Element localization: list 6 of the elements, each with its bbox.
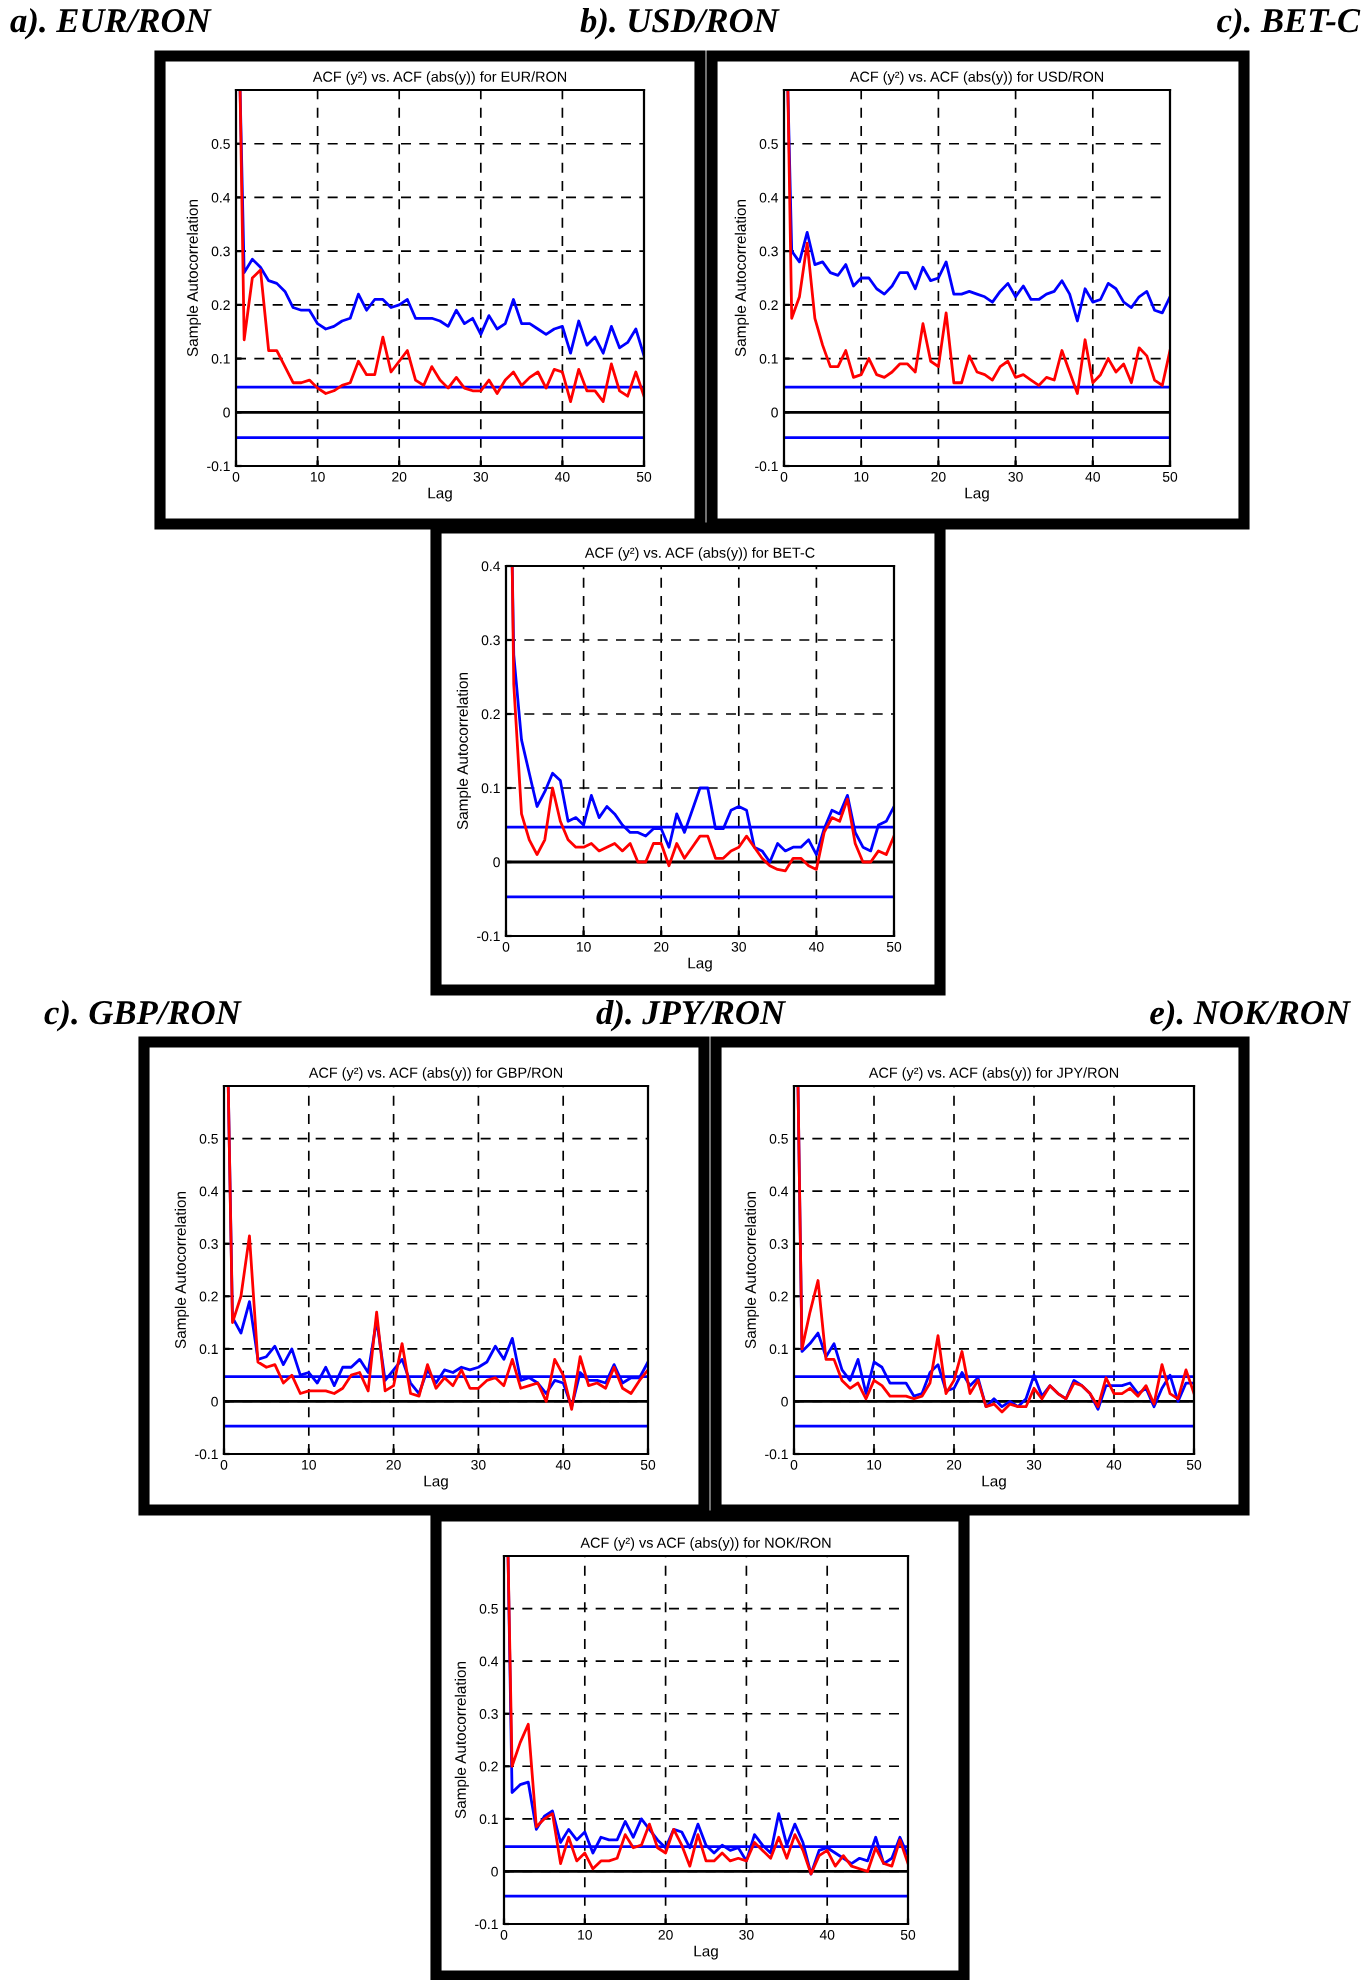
- text: c). BET-C: [1217, 7, 1361, 40]
- text: b). USD/RON: [580, 7, 780, 40]
- text: a). EUR/RON: [10, 7, 212, 40]
- text: d). JPY/RON: [596, 999, 787, 1032]
- text: c). GBP/RON: [44, 999, 242, 1032]
- text: e). NOK/RON: [1150, 999, 1352, 1032]
